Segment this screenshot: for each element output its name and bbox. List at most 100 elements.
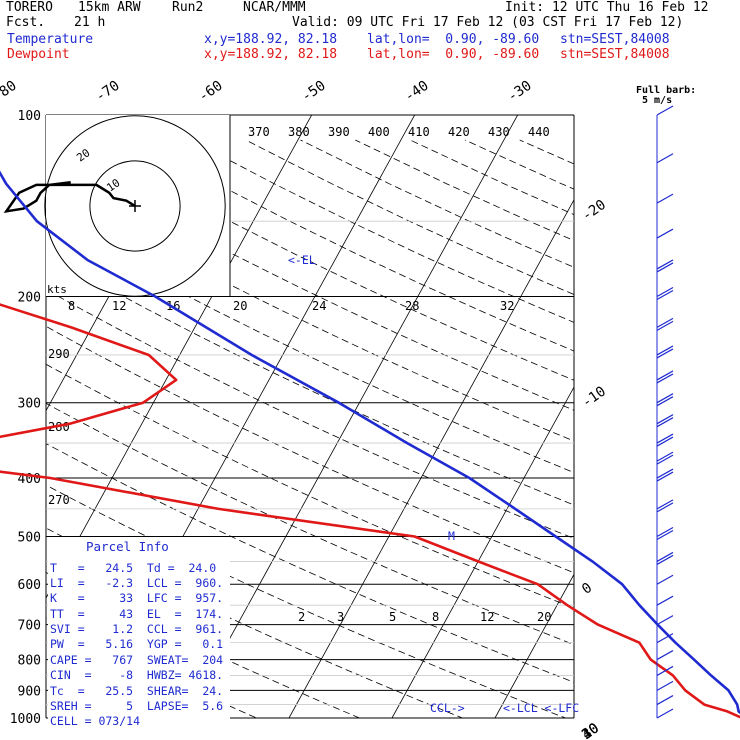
theta-label: 430 <box>488 125 510 139</box>
parcel-row: CAPE = 767 SWEAT= 204 <box>50 653 224 667</box>
wind-barb <box>656 105 674 116</box>
level-marker-label: <-EL <box>288 253 316 267</box>
pressure-tick-label: 700 <box>18 619 41 634</box>
mixing-ratio-label: 12 <box>112 299 126 313</box>
isotherm-label: -20 <box>579 197 609 225</box>
dry-adiabat-line <box>245 139 574 295</box>
isotherm-label: -10 <box>579 384 609 412</box>
wind-barb <box>656 665 674 676</box>
hodograph-ring <box>44 115 226 297</box>
model-name: TORERO <box>6 0 53 15</box>
parcel-row: SVI = 1.2 CCL = 961. <box>50 622 224 636</box>
parcel-row: T = 24.5 Td = 24.0 <box>50 561 217 575</box>
center-label: NCAR/MMM <box>243 0 306 15</box>
moist-adiabat-line <box>619 297 740 719</box>
wind-barb <box>656 633 674 644</box>
dry-adiabat-line <box>81 139 574 381</box>
parcel-info-title: Parcel Info <box>86 539 169 554</box>
mixing-ratio-label: 5 <box>389 610 396 624</box>
mixing-ratio-label: 8 <box>432 610 439 624</box>
pressure-tick-label: 200 <box>18 291 41 306</box>
wind-barbs: Full barb: 5 m/s <box>636 85 696 719</box>
wind-barb <box>656 393 674 404</box>
level-marker-label: CCL-> <box>430 701 465 715</box>
temperature-line <box>0 170 740 715</box>
isotherm-label: -30 <box>505 78 535 106</box>
hodograph-ring <box>89 160 181 252</box>
hodograph-ring-label-10: 10 <box>104 176 122 194</box>
mixing-ratio-label: 20 <box>233 299 247 313</box>
level-marker-label: <-LCL <-LFC <box>503 701 579 715</box>
hodograph-ring-label-20: 20 <box>74 146 92 164</box>
wind-barb <box>656 317 674 328</box>
theta-label: 400 <box>368 125 390 139</box>
wind-barb <box>656 436 674 447</box>
wind-barb <box>656 348 674 359</box>
hodograph: kts 10 20 <box>3 115 226 297</box>
moist-adiabat-line <box>660 297 740 719</box>
dry-adiabat-line <box>46 150 574 411</box>
wind-barb <box>656 153 674 164</box>
fcst-label: Fcst. <box>6 15 46 30</box>
theta-label: 290 <box>48 347 70 361</box>
mixing-ratio-label: 2 <box>298 610 305 624</box>
pressure-tick-label: 600 <box>18 578 41 593</box>
wind-barb <box>656 468 674 479</box>
isotherm-label: 10 <box>579 720 602 740</box>
wind-barb <box>656 595 674 606</box>
parcel-row: PW = 5.16 YGP = 0.1 <box>50 637 224 651</box>
parcel-info-panel: Parcel Info T = 24.5 Td = 24.0 LI = -2.3… <box>48 537 230 728</box>
mixing-ratio-label: 8 <box>68 299 75 313</box>
isotherm-label: 30 <box>579 720 602 740</box>
isotherm-label: 40 <box>579 720 602 740</box>
wind-barb <box>656 228 674 239</box>
mixing-ratio-label: 3 <box>337 610 344 624</box>
dry-adiabat-line <box>409 139 574 216</box>
hodograph-units-label: kts <box>47 283 67 296</box>
parcel-row: SREH = 5 LAPSE= 5.6 <box>50 699 224 713</box>
isotherm-label: -70 <box>93 78 123 106</box>
wind-barb <box>656 320 674 331</box>
theta-label: 410 <box>408 125 430 139</box>
dewpoint-latlon: lat,lon= 0.90, -89.60 <box>367 47 540 62</box>
parcel-row: CIN = -8 HWBZ= 4618. <box>50 668 224 682</box>
wind-barb <box>656 695 674 706</box>
level-markers: <-EL CCL-> <-LCL <-LFC M <box>288 253 579 715</box>
wind-barb <box>656 526 674 538</box>
level-marker-label: M <box>448 529 455 543</box>
mixing-ratio-label: 28 <box>405 299 419 313</box>
isotherm-line <box>185 115 519 718</box>
mixing-ratio-label: 20 <box>537 610 551 624</box>
dry-adiabat-line <box>46 402 574 646</box>
valid-time: Valid: 09 UTC Fri 17 Feb 12 (03 CST Fri … <box>292 15 684 30</box>
wind-barb <box>656 451 674 462</box>
pressure-tick-label: 1000 <box>10 712 41 727</box>
wind-barb <box>656 414 674 425</box>
temperature-station: stn=SEST,84008 <box>560 32 670 47</box>
parcel-row: TT = 43 EL = 174. <box>50 607 224 621</box>
isotherm-line <box>701 115 740 718</box>
dewpoint-line <box>0 303 740 719</box>
wind-barb <box>656 471 674 482</box>
windbarb-legend-title: Full barb: <box>636 85 696 96</box>
parcel-row: CELL = 073/14 <box>50 714 141 728</box>
wind-barb <box>656 499 674 510</box>
moist-adiabat-line <box>577 297 731 719</box>
dry-adiabat-line <box>629 140 740 731</box>
moist-adiabat-line <box>701 297 740 719</box>
mixing-ratio-label: 12 <box>480 610 494 624</box>
wind-barb <box>656 259 674 270</box>
wind-barb <box>656 286 674 298</box>
pressure-tick-label: 900 <box>18 684 41 699</box>
parcel-row: K = 33 LFC = 957. <box>50 591 224 605</box>
wind-barb <box>656 574 674 585</box>
wind-barb <box>656 396 674 407</box>
dry-adiabat-line <box>519 139 574 165</box>
pressure-tick-label: 100 <box>18 109 41 124</box>
mixing-ratio-label: 24 <box>312 299 326 313</box>
pressure-tick-label: 500 <box>18 530 41 545</box>
wind-barb <box>656 554 674 565</box>
dry-adiabat-line <box>46 325 574 574</box>
sounding-series <box>0 170 740 719</box>
isotherm-label: -80 <box>0 78 20 106</box>
